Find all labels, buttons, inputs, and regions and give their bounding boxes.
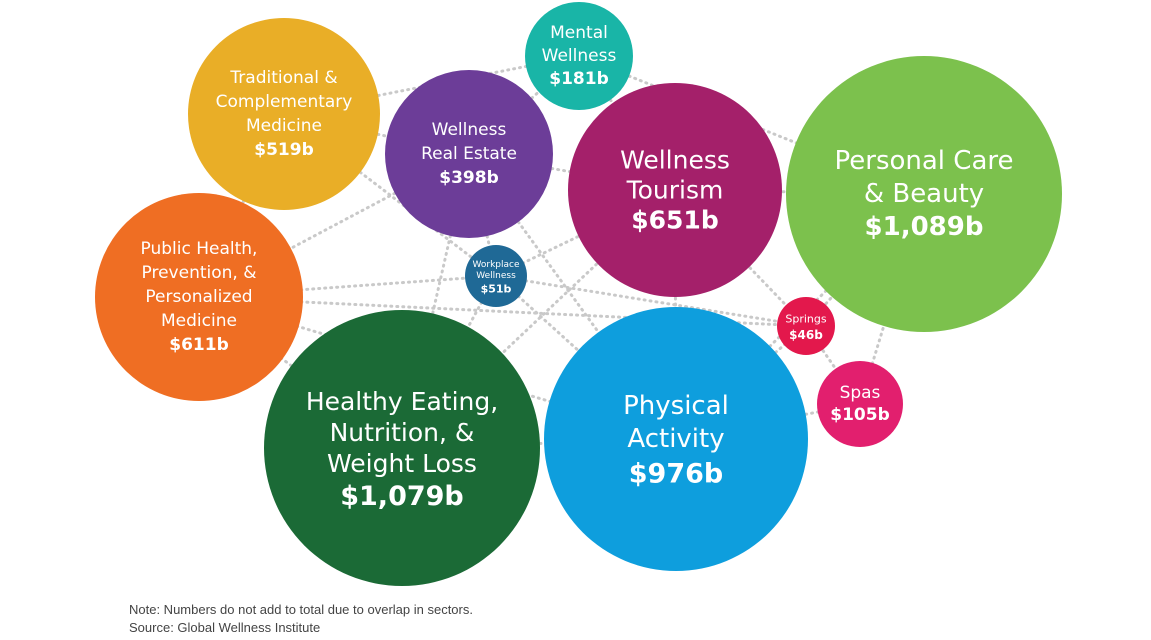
bubbles-group: Traditional & Complementary Medicine $519b M… [95, 2, 1062, 586]
bubble-circle-realestate [385, 70, 553, 238]
bubble-label-realestate: Real Estate [421, 144, 517, 164]
bubble-circle-eating [264, 310, 540, 586]
bubble-value-workplace: $51b [481, 283, 512, 296]
bubble-eating: Healthy Eating,Nutrition, &Weight Loss $1… [264, 310, 540, 586]
bubble-label-traditional: Traditional & [229, 68, 337, 88]
bubble-mental: Mental Wellness $181b [525, 2, 633, 110]
bubble-beauty: Personal Care& Beauty$1,089b [786, 56, 1062, 332]
bubble-circle-physical [544, 307, 808, 571]
bubble-label-eating: Weight Loss [327, 449, 477, 478]
bubble-value-publichealth: $611b [169, 335, 228, 355]
bubble-circle-spas [817, 361, 903, 447]
bubble-label-publichealth: Medicine [161, 311, 237, 331]
bubble-circle-beauty [786, 56, 1062, 332]
bubble-circle-traditional [188, 18, 380, 210]
bubble-value-springs: $46b [789, 328, 823, 342]
bubble-value-beauty: $1,089b [865, 212, 984, 242]
bubble-label-traditional: Complementary [216, 92, 353, 112]
bubble-circle-mental [525, 2, 633, 110]
bubble-value-realestate: $398b [439, 168, 498, 188]
bubble-label-beauty: Personal Care [835, 146, 1014, 176]
bubble-springs: Springs $46b [777, 297, 835, 355]
bubble-label-realestate: Wellness [432, 120, 507, 140]
bubble-circle-publichealth [95, 193, 303, 401]
bubble-circle-tourism [568, 83, 782, 297]
bubble-label-publichealth: Prevention, & [142, 263, 257, 283]
footnote: Note: Numbers do not add to total due to… [129, 602, 473, 617]
bubble-value-spas: $105b [830, 405, 889, 425]
bubble-label-tourism: Wellness [620, 146, 730, 175]
bubble-label-tourism: Tourism [626, 176, 724, 205]
bubble-label-workplace: Workplace [472, 260, 519, 270]
bubble-value-tourism: $651b [631, 206, 718, 235]
bubble-label-spas: Spas [840, 383, 881, 403]
bubble-label-traditional: Medicine [246, 116, 322, 136]
bubble-label-publichealth: Public Health, [141, 239, 258, 259]
bubble-label-physical: Physical [623, 391, 729, 421]
bubble-value-mental: $181b [549, 69, 608, 89]
bubble-label-physical: Activity [627, 424, 724, 454]
bubble-label-workplace: Wellness [476, 271, 516, 281]
bubble-label-publichealth: Personalized [145, 287, 252, 307]
bubble-circle-workplace [465, 245, 527, 307]
connection-line-workplace-springs [494, 274, 808, 328]
bubble-label-eating: Nutrition, & [330, 418, 475, 447]
bubble-value-traditional: $519b [254, 140, 313, 160]
bubble-label-eating: Healthy Eating, [306, 387, 498, 416]
bubble-traditional: Traditional & Complementary Medicine $519b [188, 18, 380, 210]
bubble-label-mental: Wellness [542, 46, 617, 66]
bubble-realestate: Wellness Real Estate $398b [385, 70, 553, 238]
bubble-label-mental: Mental [550, 23, 608, 43]
bubble-circle-springs [777, 297, 835, 355]
bubble-value-eating: $1,079b [340, 481, 464, 512]
bubble-spas: Spas$105b [817, 361, 903, 447]
bubble-label-springs: Springs [785, 313, 826, 326]
bubble-publichealth: Public Health, Prevention, & Personalized M… [95, 193, 303, 401]
source-note: Source: Global Wellness Institute [129, 620, 321, 635]
bubble-label-beauty: & Beauty [864, 179, 984, 209]
bubble-value-physical: $976b [629, 459, 723, 490]
